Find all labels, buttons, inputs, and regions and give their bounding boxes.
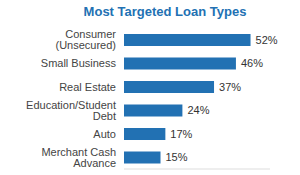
svg-text:Education/StudentDebt: Education/StudentDebt	[26, 99, 116, 122]
svg-text:17%: 17%	[170, 128, 192, 140]
svg-text:15%: 15%	[166, 151, 188, 163]
svg-text:37%: 37%	[219, 81, 241, 93]
svg-text:Small Business: Small Business	[41, 57, 117, 69]
html-text:Most Targeted Loan Types: Most Targeted Loan Types	[83, 4, 247, 19]
svg-text:Auto: Auto	[93, 128, 116, 140]
svg-text:Real Estate: Real Estate	[59, 81, 116, 93]
svg-text:Consumer(Unsecured): Consumer(Unsecured)	[55, 28, 116, 51]
svg-text:52%: 52%	[256, 34, 278, 46]
svg-text:Merchant CashAdvance: Merchant CashAdvance	[41, 146, 116, 169]
svg-text:24%: 24%	[187, 104, 209, 116]
svg-text:46%: 46%	[241, 57, 263, 69]
